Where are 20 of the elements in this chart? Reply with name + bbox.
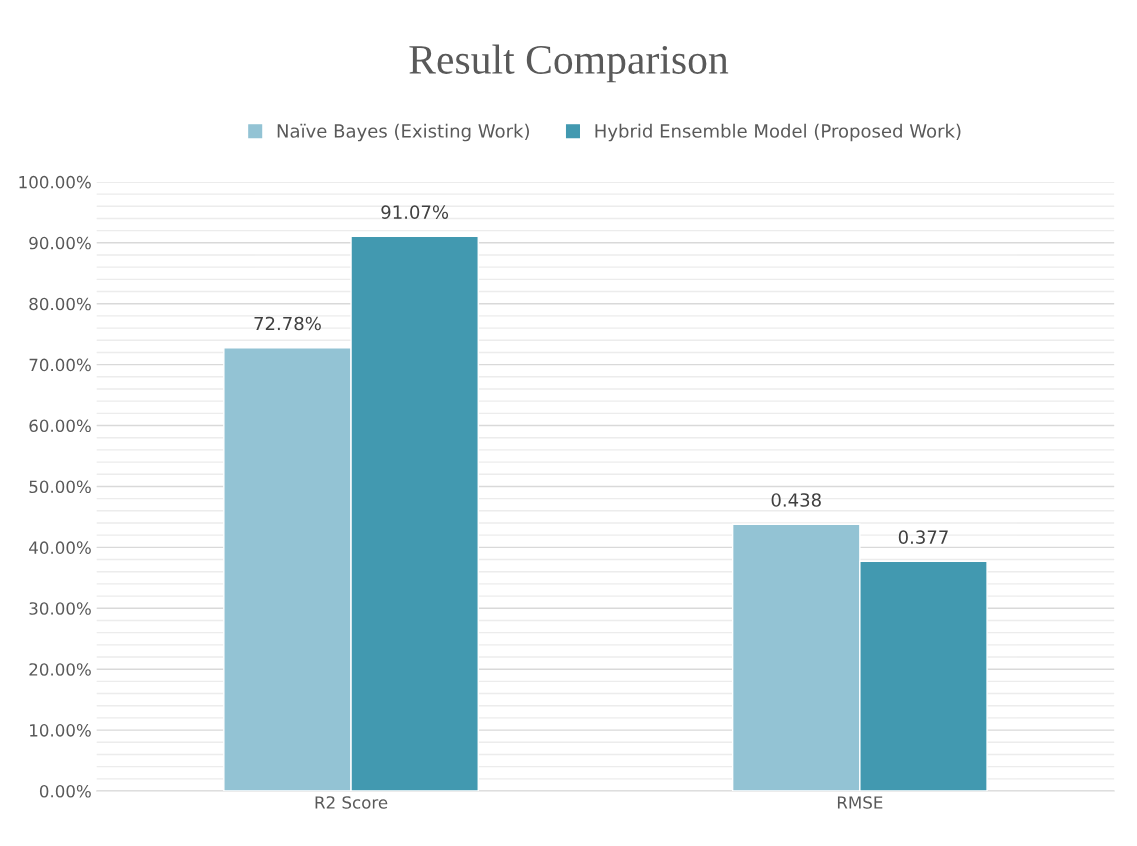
data-label: 0.377 [898, 530, 948, 544]
y-tick-label: 10.00% [30, 724, 91, 737]
x-tick-label: RMSE [837, 796, 883, 809]
x-tick-label: R2 Score [315, 796, 388, 809]
y-tick-label: 20.00% [29, 663, 91, 676]
legend-label: Hybrid Ensemble Model (Proposed Work) [595, 123, 961, 142]
y-tick-label: 100.00% [19, 175, 91, 189]
y-tick-label: 50.00% [29, 480, 91, 494]
data-label: 72.78% [254, 316, 321, 331]
y-tick-label: 30.00% [29, 602, 91, 615]
y-tick-label: 90.00% [29, 236, 91, 250]
y-tick-label: 40.00% [29, 541, 91, 554]
data-label: 91.07% [381, 205, 449, 219]
legend-label: Naïve Bayes (Existing Work) [277, 123, 529, 142]
y-tick-label: 60.00% [29, 419, 91, 433]
y-tick-label: 0.00% [39, 784, 91, 798]
data-label: 0.438 [771, 493, 821, 507]
chart-title: Result Comparison [409, 44, 729, 83]
y-tick-label: 80.00% [29, 297, 91, 311]
y-tick-label: 70.00% [29, 358, 91, 372]
